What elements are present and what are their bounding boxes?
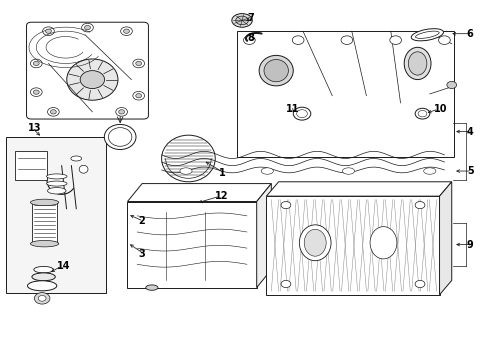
Circle shape	[136, 94, 142, 98]
Ellipse shape	[369, 226, 396, 259]
Ellipse shape	[108, 128, 132, 146]
Ellipse shape	[32, 273, 55, 281]
Circle shape	[133, 91, 144, 100]
Circle shape	[80, 71, 104, 89]
Circle shape	[42, 27, 54, 36]
Text: 5: 5	[466, 166, 473, 176]
Text: 4: 4	[466, 127, 473, 136]
FancyBboxPatch shape	[26, 22, 148, 119]
Ellipse shape	[47, 188, 66, 194]
Circle shape	[281, 202, 290, 209]
Ellipse shape	[235, 16, 248, 25]
Text: 2: 2	[139, 216, 145, 226]
Circle shape	[33, 61, 39, 66]
Circle shape	[33, 90, 39, 94]
Polygon shape	[266, 182, 451, 196]
Circle shape	[292, 36, 304, 44]
Ellipse shape	[145, 285, 158, 290]
Ellipse shape	[104, 125, 136, 149]
Circle shape	[446, 81, 456, 89]
Ellipse shape	[27, 281, 57, 291]
Text: 14: 14	[57, 261, 70, 271]
Ellipse shape	[293, 107, 310, 120]
Circle shape	[389, 36, 401, 44]
Polygon shape	[256, 184, 271, 288]
Polygon shape	[127, 184, 271, 202]
Circle shape	[340, 36, 352, 44]
Ellipse shape	[161, 135, 215, 182]
Ellipse shape	[46, 174, 67, 179]
Ellipse shape	[404, 47, 430, 80]
Ellipse shape	[79, 165, 88, 173]
Ellipse shape	[261, 168, 273, 174]
Circle shape	[38, 296, 46, 301]
Ellipse shape	[264, 59, 288, 82]
Text: 13: 13	[27, 123, 41, 133]
Circle shape	[136, 61, 142, 66]
Ellipse shape	[30, 240, 59, 247]
Ellipse shape	[423, 168, 435, 174]
Circle shape	[281, 280, 290, 288]
Circle shape	[414, 202, 424, 209]
Ellipse shape	[67, 59, 118, 100]
Text: 6: 6	[466, 29, 473, 39]
Circle shape	[30, 88, 42, 96]
Ellipse shape	[30, 199, 59, 206]
Text: 12: 12	[215, 191, 228, 201]
Circle shape	[81, 23, 93, 32]
Circle shape	[123, 29, 129, 33]
Circle shape	[119, 110, 124, 114]
Text: 7: 7	[246, 13, 253, 23]
Circle shape	[133, 59, 144, 68]
Text: 8: 8	[246, 33, 253, 43]
Ellipse shape	[415, 31, 438, 39]
Ellipse shape	[180, 168, 192, 174]
Text: 3: 3	[139, 248, 145, 258]
Text: 11: 11	[285, 104, 299, 114]
Circle shape	[45, 29, 51, 33]
Text: 10: 10	[433, 104, 447, 114]
Ellipse shape	[231, 14, 252, 27]
Text: 9: 9	[466, 239, 473, 249]
Bar	[266, 196, 439, 295]
Bar	[32, 202, 57, 244]
Ellipse shape	[342, 168, 354, 174]
Bar	[237, 31, 453, 157]
Ellipse shape	[71, 156, 81, 161]
Ellipse shape	[46, 181, 67, 186]
Bar	[127, 202, 256, 288]
Ellipse shape	[407, 52, 426, 75]
Ellipse shape	[34, 266, 53, 273]
Ellipse shape	[414, 108, 429, 119]
Circle shape	[30, 59, 42, 68]
Ellipse shape	[417, 111, 426, 117]
Circle shape	[116, 108, 127, 116]
Ellipse shape	[259, 55, 293, 86]
Circle shape	[34, 293, 50, 304]
Circle shape	[438, 36, 449, 44]
Polygon shape	[439, 182, 451, 295]
Circle shape	[84, 26, 90, 30]
Circle shape	[121, 27, 132, 36]
Circle shape	[50, 110, 56, 114]
Ellipse shape	[299, 225, 330, 261]
Circle shape	[47, 108, 59, 116]
Ellipse shape	[410, 29, 443, 41]
Ellipse shape	[296, 110, 307, 118]
Circle shape	[243, 36, 255, 44]
Circle shape	[414, 280, 424, 288]
Bar	[5, 137, 105, 293]
Bar	[15, 151, 47, 180]
Ellipse shape	[304, 229, 325, 256]
Text: 1: 1	[219, 168, 225, 178]
